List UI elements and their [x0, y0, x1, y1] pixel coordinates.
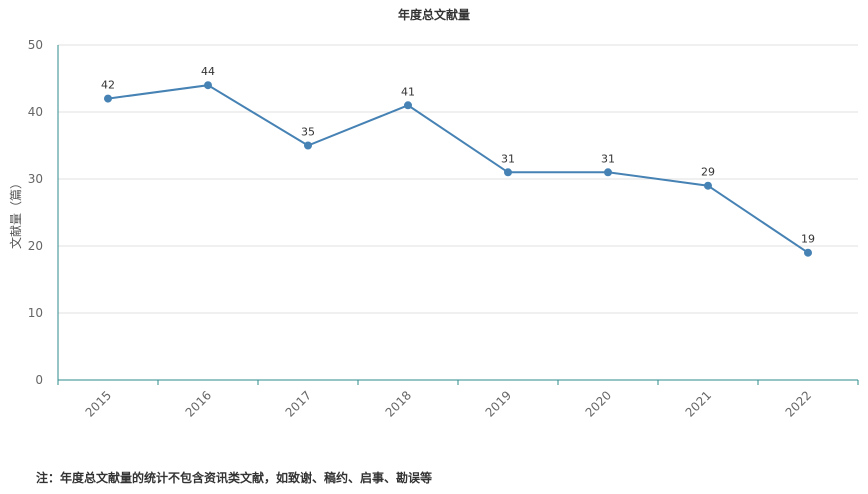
- y-tick-label: 20: [28, 239, 43, 253]
- y-axis-title: 文献量（篇）: [8, 177, 23, 249]
- y-tick-label: 0: [35, 373, 43, 387]
- data-point[interactable]: [404, 101, 412, 110]
- chart-footnote: 注：年度总文献量的统计不包含资讯类文献，如致谢、稿约、启事、勘误等: [36, 471, 433, 485]
- y-tick-labels: 0 10 20 30 40 50: [28, 38, 43, 387]
- x-tick-label: 2017: [283, 388, 314, 419]
- data-label: 31: [501, 152, 515, 165]
- data-point[interactable]: [604, 168, 612, 177]
- data-label: 29: [701, 166, 715, 179]
- data-labels: 42 44 35 41 31 31 29 19: [101, 65, 815, 246]
- x-tick-label: 2021: [683, 388, 714, 419]
- series-line: [107, 84, 809, 254]
- x-tick-labels: 2015 2016 2017 2018 2019 2020 2021 2022: [83, 388, 814, 419]
- x-tick-label: 2020: [583, 388, 614, 419]
- data-label: 31: [601, 152, 615, 165]
- data-label: 35: [301, 126, 315, 139]
- y-tick-label: 30: [28, 172, 43, 186]
- data-label: 41: [401, 85, 415, 98]
- x-tick-label: 2018: [383, 388, 414, 419]
- data-points: [104, 81, 812, 257]
- x-tick-label: 2015: [83, 388, 114, 419]
- series-line-path: [107, 84, 809, 254]
- axes: [57, 45, 859, 385]
- data-point[interactable]: [804, 248, 812, 257]
- chart-title: 年度总文献量: [397, 8, 470, 22]
- data-point[interactable]: [204, 81, 212, 90]
- grid-lines: [58, 44, 858, 314]
- data-label: 19: [801, 233, 815, 246]
- data-label: 44: [201, 65, 215, 78]
- data-point[interactable]: [704, 181, 712, 190]
- x-tick-label: 2019: [483, 388, 514, 419]
- y-tick-label: 10: [28, 306, 43, 320]
- data-point[interactable]: [104, 94, 112, 103]
- x-tick-label: 2016: [183, 388, 214, 419]
- data-point[interactable]: [504, 168, 512, 177]
- data-point[interactable]: [304, 141, 312, 150]
- data-label: 42: [101, 79, 115, 92]
- x-tick-label: 2022: [783, 388, 814, 419]
- y-tick-label: 50: [28, 38, 43, 52]
- y-tick-label: 40: [28, 105, 43, 119]
